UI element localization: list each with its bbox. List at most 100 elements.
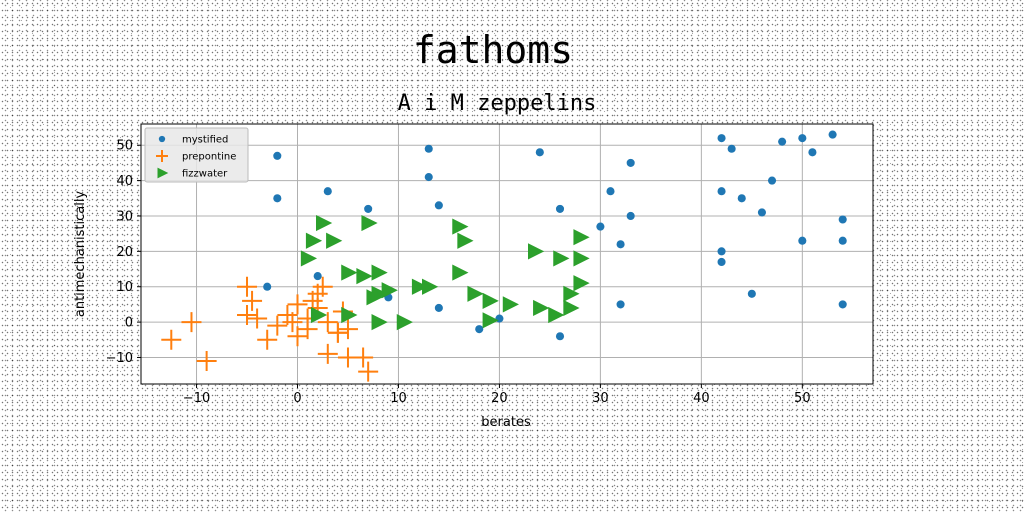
- data-points: [161, 130, 847, 382]
- legend-marker-mystified: [158, 135, 166, 143]
- y-tick-label: 0: [125, 316, 133, 331]
- prepontine-point: [358, 361, 379, 382]
- fizzwater-point: [300, 250, 318, 267]
- mystified-point: [535, 148, 544, 157]
- prepontine-point: [242, 290, 263, 311]
- mystified-point: [475, 325, 484, 334]
- fizzwater-point: [361, 214, 378, 232]
- mystified-point: [434, 201, 443, 210]
- y-tick-label: 50: [116, 139, 133, 154]
- y-tick-label: 30: [116, 209, 133, 224]
- prepontine-point: [287, 294, 308, 315]
- mystified-point: [808, 148, 817, 157]
- plot-area: [141, 124, 873, 384]
- plot-frame: [140, 123, 874, 385]
- legend-label-prepontine: prepontine: [182, 152, 236, 163]
- fizzwater-point: [326, 232, 343, 249]
- prepontine-point: [237, 276, 258, 297]
- fizzwater-point: [366, 289, 383, 306]
- mystified-point: [555, 332, 565, 341]
- fizzwater-point: [381, 282, 398, 299]
- fizzwater-point: [356, 268, 373, 285]
- chart-title: fathoms: [413, 28, 573, 72]
- y-tick-label: 10: [116, 280, 133, 295]
- chart-subtitle: A i M zeppelins: [398, 91, 597, 116]
- prepontine-point: [161, 329, 182, 350]
- fizzwater-point: [502, 296, 519, 313]
- mystified-point: [424, 173, 433, 182]
- mystified-point: [717, 257, 726, 267]
- mystified-point: [717, 247, 726, 256]
- prepontine-point: [257, 329, 278, 350]
- legend-label-fizzwater: fizzwater: [182, 169, 228, 180]
- mystified-point: [778, 137, 787, 146]
- mystified-point: [737, 194, 746, 203]
- mystified-point: [838, 300, 847, 309]
- mystified-point: [606, 187, 615, 196]
- mystified-point: [727, 144, 736, 153]
- y-axis-label: antimechanistically: [73, 191, 88, 318]
- prepontine-point: [312, 276, 333, 297]
- prepontine-point: [297, 319, 318, 340]
- legend-marker-fizzwater: [157, 167, 169, 179]
- mystified-point: [273, 194, 282, 203]
- prepontine-point: [282, 312, 303, 333]
- mystified-point: [838, 215, 847, 224]
- fizzwater-point: [341, 306, 358, 324]
- fizzwater-point: [305, 232, 323, 249]
- prepontine-point: [247, 308, 268, 329]
- fizzwater-point: [457, 232, 474, 249]
- mystified-point: [798, 236, 807, 245]
- fizzwater-point: [315, 214, 333, 232]
- fizzwater-point: [563, 285, 580, 302]
- fizzwater-point: [371, 264, 388, 281]
- prepontine-point: [317, 312, 338, 333]
- mystified-point: [424, 144, 433, 153]
- x-tick-label: 20: [491, 391, 508, 406]
- x-tick-label: −10: [183, 391, 210, 406]
- legend-box: [144, 127, 249, 183]
- mystified-point: [323, 187, 332, 196]
- fizzwater-point: [310, 306, 328, 324]
- x-tick-label: 30: [592, 391, 609, 406]
- fizzwater-point: [563, 299, 580, 317]
- fizzwater-point: [533, 299, 550, 317]
- grid-lines: [141, 124, 873, 384]
- mystified-point: [717, 134, 726, 143]
- legend-label-mystified: mystified: [182, 135, 228, 146]
- mystified-point: [838, 236, 847, 245]
- legend: mystified prepontine fizzwater: [144, 127, 249, 183]
- fizzwater-point: [573, 250, 590, 267]
- legend-marker-prepontine: [156, 150, 168, 162]
- prepontine-point: [237, 305, 258, 326]
- mystified-point: [626, 158, 635, 167]
- fizzwater-point: [396, 313, 413, 331]
- mystified-point: [616, 240, 625, 249]
- fizzwater-point: [371, 313, 388, 331]
- mystified-point: [273, 151, 282, 160]
- y-tick-label: 40: [116, 174, 133, 189]
- fizzwater-point: [452, 264, 469, 281]
- axis-ticks: −10 0 10 20 30 40 50 −10 0 10 20 30 40 50: [106, 139, 811, 406]
- fizzwater-point: [422, 278, 439, 295]
- fizzwater-point: [482, 312, 499, 329]
- prepontine-point: [196, 351, 217, 372]
- mystified-point: [717, 187, 726, 196]
- fizzwater-point: [411, 278, 429, 295]
- x-tick-label: 0: [293, 391, 301, 406]
- y-tick-label: 20: [116, 245, 133, 260]
- x-tick-label: 50: [794, 391, 811, 406]
- prepontine-point: [287, 326, 308, 347]
- mystified-point: [767, 176, 777, 185]
- mystified-point: [313, 272, 322, 281]
- prepontine-point: [317, 343, 338, 364]
- mystified-point: [798, 134, 807, 143]
- mystified-point: [757, 208, 766, 217]
- mystified-point: [263, 282, 272, 291]
- mystified-point: [555, 204, 565, 213]
- x-tick-label: 10: [390, 391, 407, 406]
- mystified-point: [616, 300, 625, 309]
- mystified-point: [434, 303, 443, 312]
- prepontine-point: [337, 319, 358, 340]
